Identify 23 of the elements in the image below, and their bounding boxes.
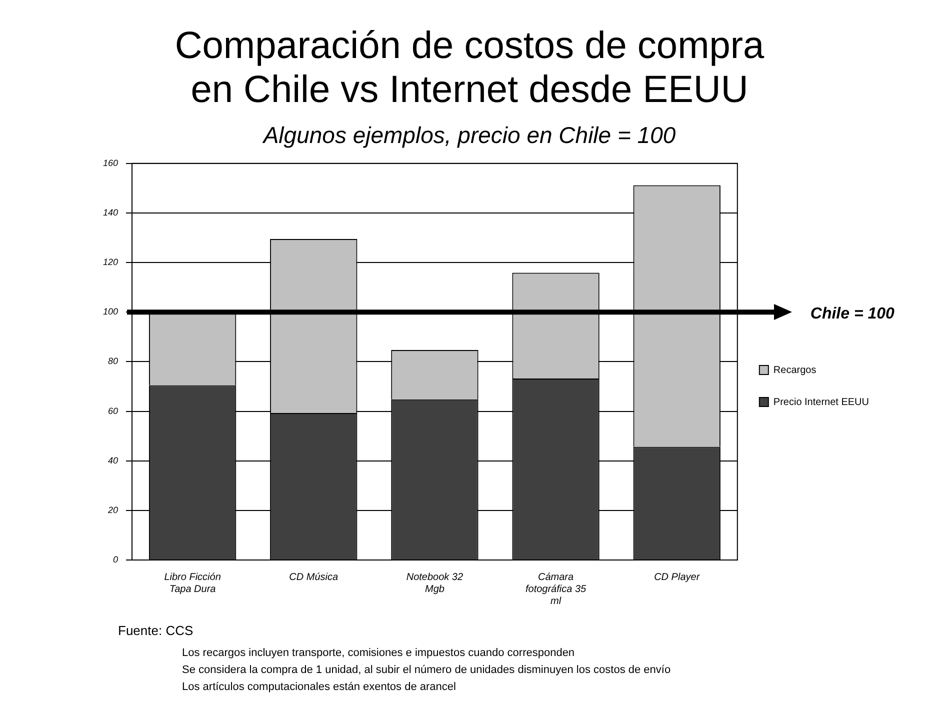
- x-tick-label: CD Player: [654, 572, 700, 583]
- chart-subtitle: Algunos ejemplos, precio en Chile = 100: [261, 122, 677, 149]
- y-tick-label: 120: [102, 257, 118, 268]
- text: Los recargos incluyen transporte, comisiones e impuestos cuando corresponden: [182, 646, 576, 661]
- y-tick-label: 40: [108, 455, 118, 466]
- y-tick-label: 80: [108, 356, 118, 366]
- legend-label: Recargos: [773, 364, 816, 376]
- y-tick-label: 140: [102, 207, 118, 218]
- chart-title: Comparación de costos de compra en Chile vs Internet desde EEUU: [174, 24, 766, 112]
- y-tick-label: 100: [102, 306, 118, 317]
- text: Los artículos computacionales están exentos de arancel: [182, 680, 457, 695]
- x-tick-label: Cámara fotográfica 35 ml: [525, 572, 587, 607]
- x-tick-label: Libro Ficción Tapa Dura: [164, 572, 222, 595]
- x-tick-label: CD Música: [289, 572, 339, 583]
- text: Se considera la compra de 1 unidad, al subir el número de unidades disminuyen los costos de envío: [182, 663, 671, 678]
- y-tick-label: 20: [107, 504, 118, 515]
- legend-label: Precio Internet EEUU: [773, 396, 870, 408]
- x-tick-label: Notebook 32 Mgb: [406, 572, 464, 595]
- ref-line-label: Chile = 100: [810, 306, 895, 323]
- y-tick-label: 160: [102, 158, 118, 168]
- y-tick-label: 60: [108, 406, 118, 416]
- y-tick-label: 0: [113, 554, 118, 564]
- source-note: Fuente: CCS: [118, 622, 194, 639]
